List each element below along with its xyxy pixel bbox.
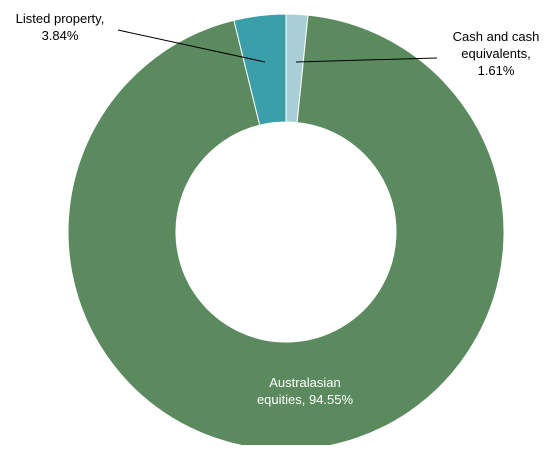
data-label-line: equities, 94.55% [257, 392, 354, 407]
slice-australasian-equities [67, 14, 505, 450]
slices [67, 13, 505, 450]
data-label-australasian-equities: Australasian equities, 94.55% [257, 375, 354, 407]
data-label-line: Cash and cash [453, 29, 540, 44]
slice-labels: Cash and cash equivalents, 1.61% Australasi… [16, 11, 540, 407]
data-label-line: 1.61% [478, 63, 515, 78]
data-label-listed-property: Listed property, 3.84% [16, 11, 105, 43]
data-label-cash-and-cash-equivalents: Cash and cash equivalents, 1.61% [453, 29, 540, 78]
leader-line-cash-and-cash-equivalents [295, 57, 438, 63]
leader-line-listed-property [117, 29, 266, 63]
data-label-line: Australasian [269, 375, 341, 390]
data-label-line: Listed property, [16, 11, 105, 26]
data-label-line: 3.84% [42, 28, 79, 43]
slice-listed-property [233, 13, 287, 126]
data-label-line: equivalents, [461, 46, 530, 61]
